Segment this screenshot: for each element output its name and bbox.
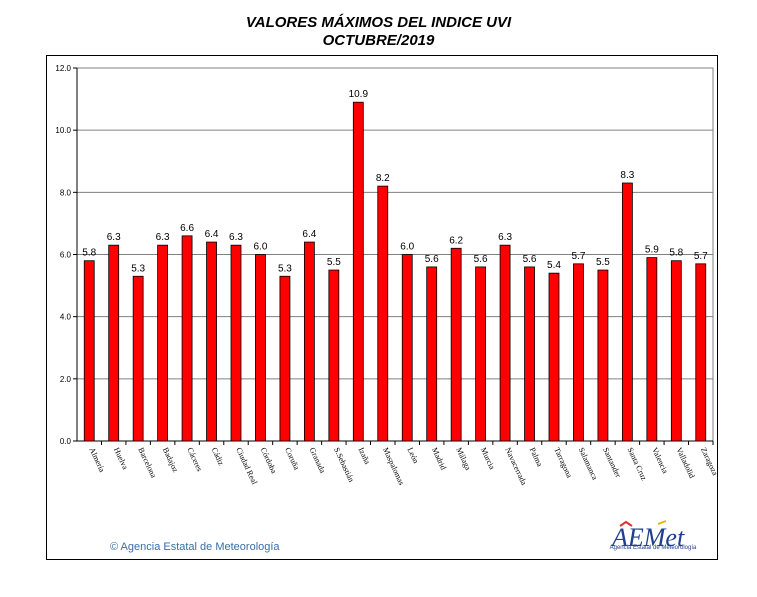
x-tick-label: Salamanca [577, 446, 600, 482]
bar [230, 244, 242, 442]
x-tick-label: Granada [308, 446, 328, 475]
aemet-logo: AEMet [610, 520, 685, 552]
bar [352, 101, 364, 442]
bar [83, 260, 95, 442]
x-tick-label: Málaga [454, 446, 472, 472]
y-tick-label: 0.0 [60, 437, 72, 446]
bar [401, 254, 413, 442]
agency-credit: © Agencia Estatal de Meteorología [110, 541, 280, 553]
y-tick-label: 12.0 [55, 64, 71, 73]
bar-value-label: 5.6 [474, 254, 488, 265]
x-tick-label: Almería [87, 446, 106, 474]
bar [475, 266, 487, 442]
bar [621, 182, 633, 442]
bar-value-label: 6.4 [205, 229, 219, 240]
bar [303, 241, 315, 442]
x-tick-label: Badajoz [161, 446, 180, 474]
x-tick-label: Santa Cruz [626, 446, 649, 482]
logo-accent-red [619, 520, 633, 527]
x-tick-label: Izaña [356, 446, 372, 466]
bar [646, 257, 658, 442]
bar-value-label: 6.2 [449, 235, 463, 246]
bar [695, 263, 707, 442]
bar [450, 247, 462, 442]
bar-value-label: 6.6 [180, 223, 194, 234]
bar-value-label: 6.3 [498, 232, 512, 243]
bar [157, 244, 169, 442]
x-tick-label: Ciudad Real [234, 446, 259, 487]
x-tick-label: Huelva [112, 446, 130, 471]
y-tick-label: 6.0 [60, 251, 72, 260]
chart-subtitle: OCTUBRE/2019 [322, 32, 435, 49]
bar-value-label: 5.8 [82, 248, 96, 259]
logo-accent-yellow [657, 520, 667, 525]
x-tick-label: Maspalomas [381, 446, 406, 486]
bar-value-label: 5.7 [694, 251, 708, 262]
bar [499, 244, 511, 442]
x-tick-label: Santander [601, 446, 623, 479]
bar-value-label: 6.0 [400, 242, 414, 253]
bar [573, 263, 584, 442]
y-tick-label: 8.0 [60, 188, 72, 197]
bar-value-label: 5.7 [572, 251, 586, 262]
aemet-logo-text: AEMet [610, 523, 685, 552]
bar-value-label: 6.3 [229, 232, 243, 243]
bar-value-label: 5.8 [669, 248, 683, 259]
bar-value-label: 8.2 [376, 173, 390, 184]
x-tick-label: Cáceres [185, 446, 204, 473]
x-tick-label: Navacerrada [503, 446, 528, 487]
x-tick-label: Valladolid [674, 446, 696, 480]
bar [328, 269, 340, 442]
x-tick-label: Madrid [430, 446, 448, 471]
bar [279, 275, 291, 442]
bar [206, 241, 217, 442]
x-tick-label: Valencia [650, 446, 670, 475]
bar-value-label: 5.5 [327, 257, 341, 268]
x-tick-label: Coruña [283, 446, 301, 472]
bar-value-label: 10.9 [349, 89, 369, 100]
bar-value-label: 5.6 [523, 254, 537, 265]
y-tick-label: 4.0 [60, 313, 72, 322]
bar-value-label: 5.4 [547, 260, 561, 271]
aemet-logo-caption: Agencia Estatal de Meteorología [609, 545, 697, 551]
y-tick-label: 2.0 [60, 375, 72, 384]
bar [181, 235, 193, 442]
bar-value-label: 5.6 [425, 254, 439, 265]
bar [670, 260, 682, 442]
bar-value-label: 6.4 [302, 229, 316, 240]
bar-value-label: 6.3 [156, 232, 170, 243]
chart-title: VALORES MÁXIMOS DEL INDICE UVI [245, 14, 512, 31]
bar-value-label: 8.3 [620, 170, 634, 181]
x-tick-label: León [405, 446, 420, 465]
x-tick-label: S.Sebastián [332, 446, 356, 483]
bar [132, 275, 144, 442]
x-tick-label: Murcia [479, 446, 497, 471]
x-tick-label: Barcelona [136, 446, 158, 480]
x-tick-label: Córdoba [259, 446, 279, 475]
bar-value-label: 5.5 [596, 257, 610, 268]
bar-value-label: 5.3 [278, 263, 292, 274]
x-tick-label: Cádiz [210, 446, 226, 467]
bar [426, 266, 438, 442]
x-tick-label: Tarragona [552, 446, 574, 479]
chart-frame [46, 55, 718, 560]
bar-value-label: 5.9 [645, 245, 659, 256]
bar [255, 254, 266, 442]
bar [524, 266, 535, 442]
bar-value-label: 6.0 [254, 242, 268, 253]
bar [597, 269, 609, 442]
bar [548, 272, 560, 442]
bar [108, 244, 120, 442]
x-tick-label: Palma [528, 446, 545, 468]
x-tick-label: Zaragoza [699, 446, 720, 477]
bar [377, 185, 389, 442]
y-tick-label: 10.0 [55, 126, 71, 135]
bar-value-label: 5.3 [131, 263, 145, 274]
bar-value-label: 6.3 [107, 232, 121, 243]
